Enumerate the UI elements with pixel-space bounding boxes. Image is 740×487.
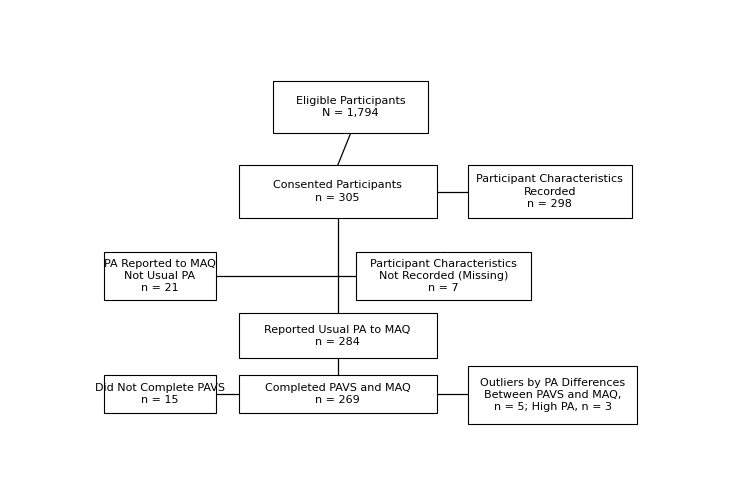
Text: Not Recorded (Missing): Not Recorded (Missing) (379, 271, 508, 281)
Text: n = 15: n = 15 (141, 395, 178, 405)
Text: Recorded: Recorded (524, 187, 576, 197)
Text: n = 284: n = 284 (315, 337, 360, 347)
Text: n = 21: n = 21 (141, 283, 178, 293)
Text: n = 7: n = 7 (428, 283, 459, 293)
Text: Participant Characteristics: Participant Characteristics (370, 259, 517, 268)
FancyBboxPatch shape (239, 375, 437, 413)
Text: n = 305: n = 305 (315, 193, 360, 203)
Text: N = 1,794: N = 1,794 (322, 109, 379, 118)
Text: n = 5; High PA, n = 3: n = 5; High PA, n = 3 (494, 402, 612, 412)
Text: Outliers by PA Differences: Outliers by PA Differences (480, 377, 625, 388)
FancyBboxPatch shape (239, 165, 437, 218)
FancyBboxPatch shape (273, 81, 428, 133)
Text: Consented Participants: Consented Participants (273, 180, 402, 190)
Text: n = 269: n = 269 (315, 395, 360, 405)
Text: Eligible Participants: Eligible Participants (296, 96, 406, 106)
Text: Participant Characteristics: Participant Characteristics (477, 174, 623, 184)
FancyBboxPatch shape (104, 375, 216, 413)
FancyBboxPatch shape (468, 165, 631, 218)
Text: Did Not Complete PAVS: Did Not Complete PAVS (95, 383, 225, 393)
Text: PA Reported to MAQ: PA Reported to MAQ (104, 259, 216, 268)
Text: Not Usual PA: Not Usual PA (124, 271, 195, 281)
Text: Reported Usual PA to MAQ: Reported Usual PA to MAQ (264, 325, 411, 335)
Text: n = 298: n = 298 (528, 199, 572, 209)
FancyBboxPatch shape (468, 366, 637, 424)
FancyBboxPatch shape (357, 252, 531, 300)
Text: Between PAVS and MAQ,: Between PAVS and MAQ, (484, 390, 622, 400)
FancyBboxPatch shape (104, 252, 216, 300)
Text: Completed PAVS and MAQ: Completed PAVS and MAQ (265, 383, 411, 393)
FancyBboxPatch shape (239, 314, 437, 358)
